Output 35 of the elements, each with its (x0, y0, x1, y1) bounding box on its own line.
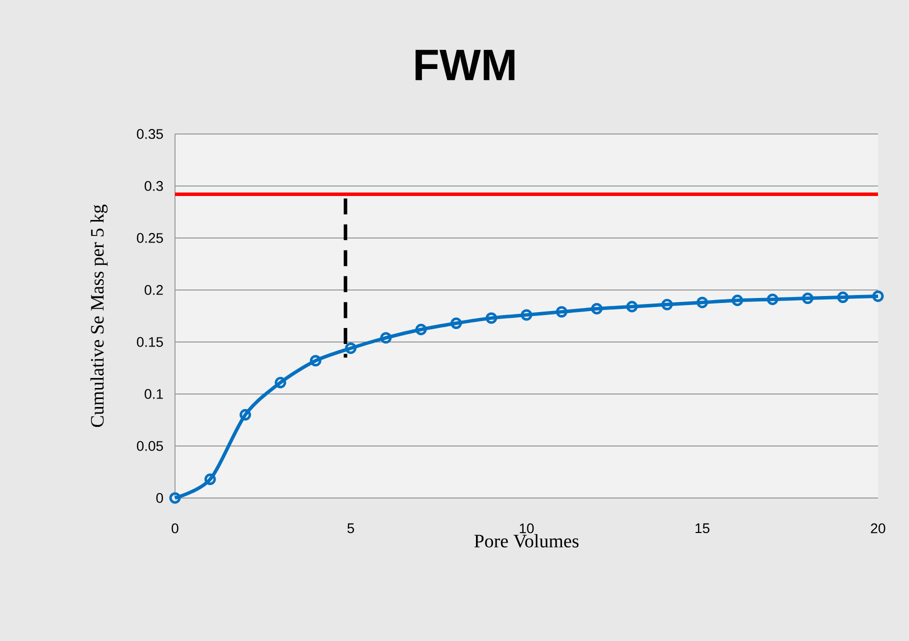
x-tick-label: 10 (520, 523, 534, 534)
point (240, 409, 252, 421)
point (696, 296, 708, 308)
point (450, 318, 462, 329)
y-tick-label: 0.2 (144, 285, 163, 295)
y-tick-label: 0.25 (136, 233, 163, 243)
point (556, 306, 568, 318)
y-tick-label: 0.15 (136, 337, 163, 347)
x-tick-label: 15 (696, 523, 710, 534)
x-tick-label: 0 (172, 523, 178, 534)
y-axis-title: Cumulative Se Mass per 5 kg (90, 204, 108, 427)
x-tick-label: 20 (870, 523, 886, 534)
point (520, 309, 532, 321)
chart-title: FWM (416, 50, 514, 80)
x-axis-title: Pore Volumes (474, 534, 579, 548)
point (274, 376, 286, 388)
point (415, 324, 427, 336)
point (837, 292, 849, 303)
point (661, 298, 673, 310)
point (486, 312, 498, 324)
point (345, 342, 356, 354)
y-tick-label: 0.05 (136, 441, 163, 451)
y-tick-label: 0.3 (144, 181, 163, 191)
point (732, 294, 744, 306)
point (766, 294, 778, 306)
point (310, 354, 322, 366)
x-tick-label: 5 (347, 523, 354, 534)
point (204, 474, 216, 485)
y-tick-label: 0.1 (144, 389, 163, 399)
point (626, 300, 638, 312)
point (380, 332, 392, 344)
y-tick-label: 0 (156, 493, 163, 503)
point (591, 302, 603, 314)
point (802, 292, 814, 304)
y-tick-label: 0.35 (136, 129, 163, 139)
